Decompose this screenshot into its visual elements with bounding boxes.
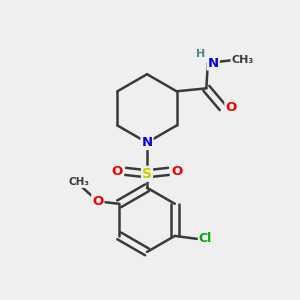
Text: O: O xyxy=(112,165,123,178)
Text: O: O xyxy=(225,101,237,114)
Text: O: O xyxy=(171,165,182,178)
Text: S: S xyxy=(142,167,152,181)
Text: CH₃: CH₃ xyxy=(68,177,89,187)
Text: O: O xyxy=(92,195,103,208)
Text: N: N xyxy=(142,136,153,149)
Text: Cl: Cl xyxy=(199,232,212,245)
Text: N: N xyxy=(208,57,219,70)
Text: CH₃: CH₃ xyxy=(232,55,254,65)
Text: H: H xyxy=(196,49,205,59)
